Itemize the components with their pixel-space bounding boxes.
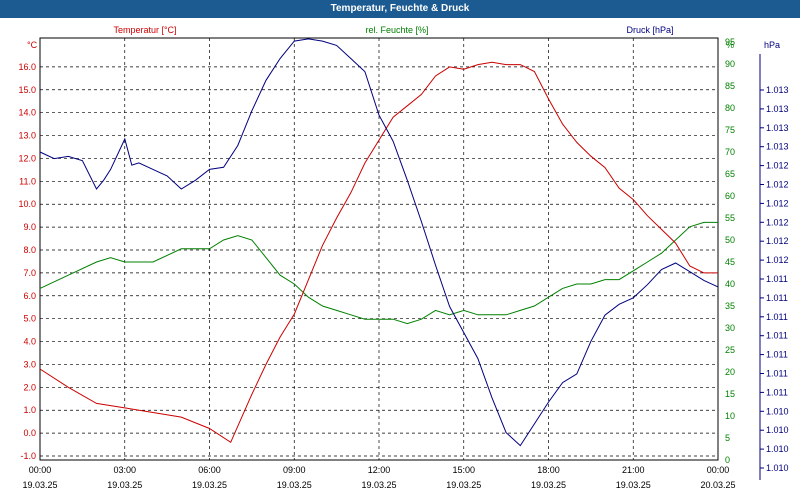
humidity-tick-label: 45 [725,257,735,267]
pressure-tick-label: 1.013 [766,85,789,95]
humidity-tick-label: 60 [725,191,735,201]
x-tick-time: 21:00 [622,465,645,475]
series-lines [39,38,719,447]
pressure-tick-label: 1.011 [766,274,788,284]
temperature-tick-label: 6.0 [23,291,36,301]
pressure-unit: hPa [764,40,780,50]
temperature-tick-label: 7.0 [23,268,36,278]
pressure-tick-label: 1.011 [766,350,788,360]
legend-temperature: Temperatur [°C] [113,25,176,35]
pressure-tick-label: 1.011 [766,312,788,322]
humidity-tick-label: 50 [725,235,735,245]
humidity-tick-label: 65 [725,169,735,179]
humidity-tick-label: 15 [725,389,735,399]
pressure-tick-label: 1.010 [766,444,789,454]
x-tick-time: 15:00 [452,465,475,475]
pressure-tick-label: 1.011 [766,369,788,379]
temperature-tick-label: 12.0 [18,153,36,163]
temperature-tick-label: 3.0 [23,359,36,369]
pressure-tick-label: 1.012 [766,161,789,171]
x-tick-time: 18:00 [537,465,560,475]
x-tick-time: 09:00 [283,465,306,475]
grid [40,38,718,460]
x-tick-date: 19.03.25 [107,480,142,490]
chart-canvas: Temperatur [°C] rel. Feuchte [%] Druck [… [18,25,788,490]
humidity-tick-label: 55 [725,213,735,223]
humidity-tick-label: 20 [725,367,735,377]
humidity-unit: % [726,40,734,50]
temperature-tick-label: 1.0 [23,405,36,415]
temperature-tick-label: 4.0 [23,337,36,347]
pressure-tick-label: 1.013 [766,104,789,114]
x-tick-date: 20.03.25 [700,480,735,490]
humidity-tick-label: 90 [725,59,735,69]
pressure-tick-label: 1.012 [766,255,789,265]
temperature-tick-label: -1.0 [20,451,36,461]
pressure-tick-label: 1.012 [766,236,789,246]
humidity-tick-label: 30 [725,323,735,333]
pressure-tick-label: 1.010 [766,406,789,416]
x-tick-date: 19.03.25 [361,480,396,490]
temperature-tick-label: 16.0 [18,62,36,72]
temperature-tick-label: 9.0 [23,222,36,232]
pressure-tick-label: 1.012 [766,217,789,227]
humidity-tick-label: 5 [725,433,730,443]
humidity-tick-label: 25 [725,345,735,355]
x-tick-time: 06:00 [198,465,221,475]
plot-frame [39,37,719,461]
x-tick-date: 19.03.25 [531,480,566,490]
humidity-tick-label: 70 [725,147,735,157]
humidity-tick-label: 95 [725,37,735,47]
temperature-tick-label: 2.0 [23,382,36,392]
pressure-tick-label: 1.011 [766,387,788,397]
humidity-tick-label: 35 [725,301,735,311]
axes [39,37,764,480]
pressure-tick-label: 1.011 [766,293,788,303]
x-tick-date: 19.03.25 [446,480,481,490]
series-line [39,221,718,325]
x-tick-date: 19.03.25 [277,480,312,490]
x-tick-time: 03:00 [113,465,136,475]
pressure-tick-label: 1.013 [766,123,789,133]
pressure-tick-label: 1.012 [766,198,789,208]
legend-humidity: rel. Feuchte [%] [365,25,428,35]
pressure-tick-label: 1.013 [766,142,789,152]
temperature-tick-label: 10.0 [18,199,36,209]
humidity-tick-label: 80 [725,103,735,113]
temperature-unit: °C [27,40,38,50]
tick-labels: -1.0 0.0 1.0 2.0 3.0 4.0 5.0 6.0 7.0 8.0 9.0 10.0 11… [18,37,788,490]
x-tick-date: 19.03.25 [616,480,651,490]
temperature-tick-label: 14.0 [18,108,36,118]
legend-pressure: Druck [hPa] [626,25,673,35]
pressure-tick-label: 1.011 [766,331,788,341]
humidity-tick-label: 85 [725,81,735,91]
temperature-tick-label: 15.0 [18,85,36,95]
humidity-tick-label: 0 [725,455,730,465]
series-line [39,38,719,447]
pressure-tick-label: 1.012 [766,180,789,190]
x-tick-date: 19.03.25 [192,480,227,490]
humidity-tick-label: 40 [725,279,735,289]
x-tick-date: 19.03.25 [22,480,57,490]
temperature-tick-label: 13.0 [18,131,36,141]
temperature-tick-label: 0.0 [23,428,36,438]
pressure-tick-label: 1.010 [766,463,789,473]
x-tick-time: 00:00 [29,465,52,475]
series-line [39,61,718,444]
x-tick-time: 00:00 [707,465,730,475]
temperature-tick-label: 11.0 [19,176,36,186]
humidity-tick-label: 10 [725,411,735,421]
x-tick-time: 12:00 [368,465,391,475]
chart-title: Temperatur, Feuchte & Druck [0,0,800,18]
pressure-tick-label: 1.010 [766,425,789,435]
humidity-tick-label: 75 [725,125,735,135]
temperature-tick-label: 8.0 [23,245,36,255]
temperature-tick-label: 5.0 [23,314,36,324]
